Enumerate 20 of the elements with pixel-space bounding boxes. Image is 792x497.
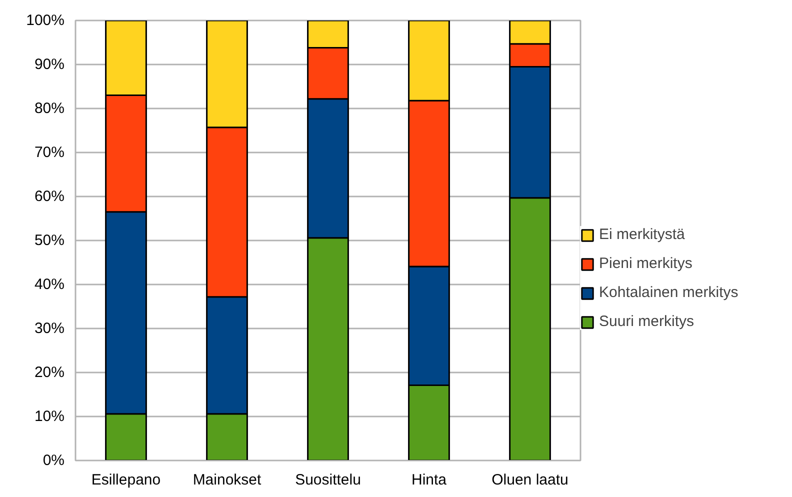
x-tick-label: Hinta	[411, 472, 448, 488]
x-tick-label: Mainokset	[192, 472, 262, 488]
y-tick-label: 70%	[34, 144, 65, 161]
legend-label: Ei merkitystä	[599, 226, 685, 243]
x-tick-label: Oluen laatu	[492, 472, 568, 488]
y-tick-label: 0%	[42, 452, 65, 469]
y-tick-label: 50%	[34, 232, 65, 249]
x-tick-label: Suosittelu	[295, 472, 361, 488]
y-tick-label: 60%	[34, 188, 65, 205]
x-tick-label: Esillepano	[91, 472, 161, 488]
legend-label: Suuri merkitys	[599, 313, 694, 330]
y-tick-label: 20%	[34, 364, 65, 381]
legend-label: Kohtalainen merkitys	[599, 284, 738, 301]
y-tick-label: 40%	[34, 276, 65, 293]
y-tick-label: 80%	[34, 100, 65, 117]
y-tick-label: 30%	[34, 320, 65, 337]
y-tick-label: 100%	[26, 12, 65, 29]
y-tick-label: 90%	[34, 56, 65, 73]
y-tick-label: 10%	[34, 408, 65, 425]
legend-label: Pieni merkitys	[599, 255, 692, 272]
